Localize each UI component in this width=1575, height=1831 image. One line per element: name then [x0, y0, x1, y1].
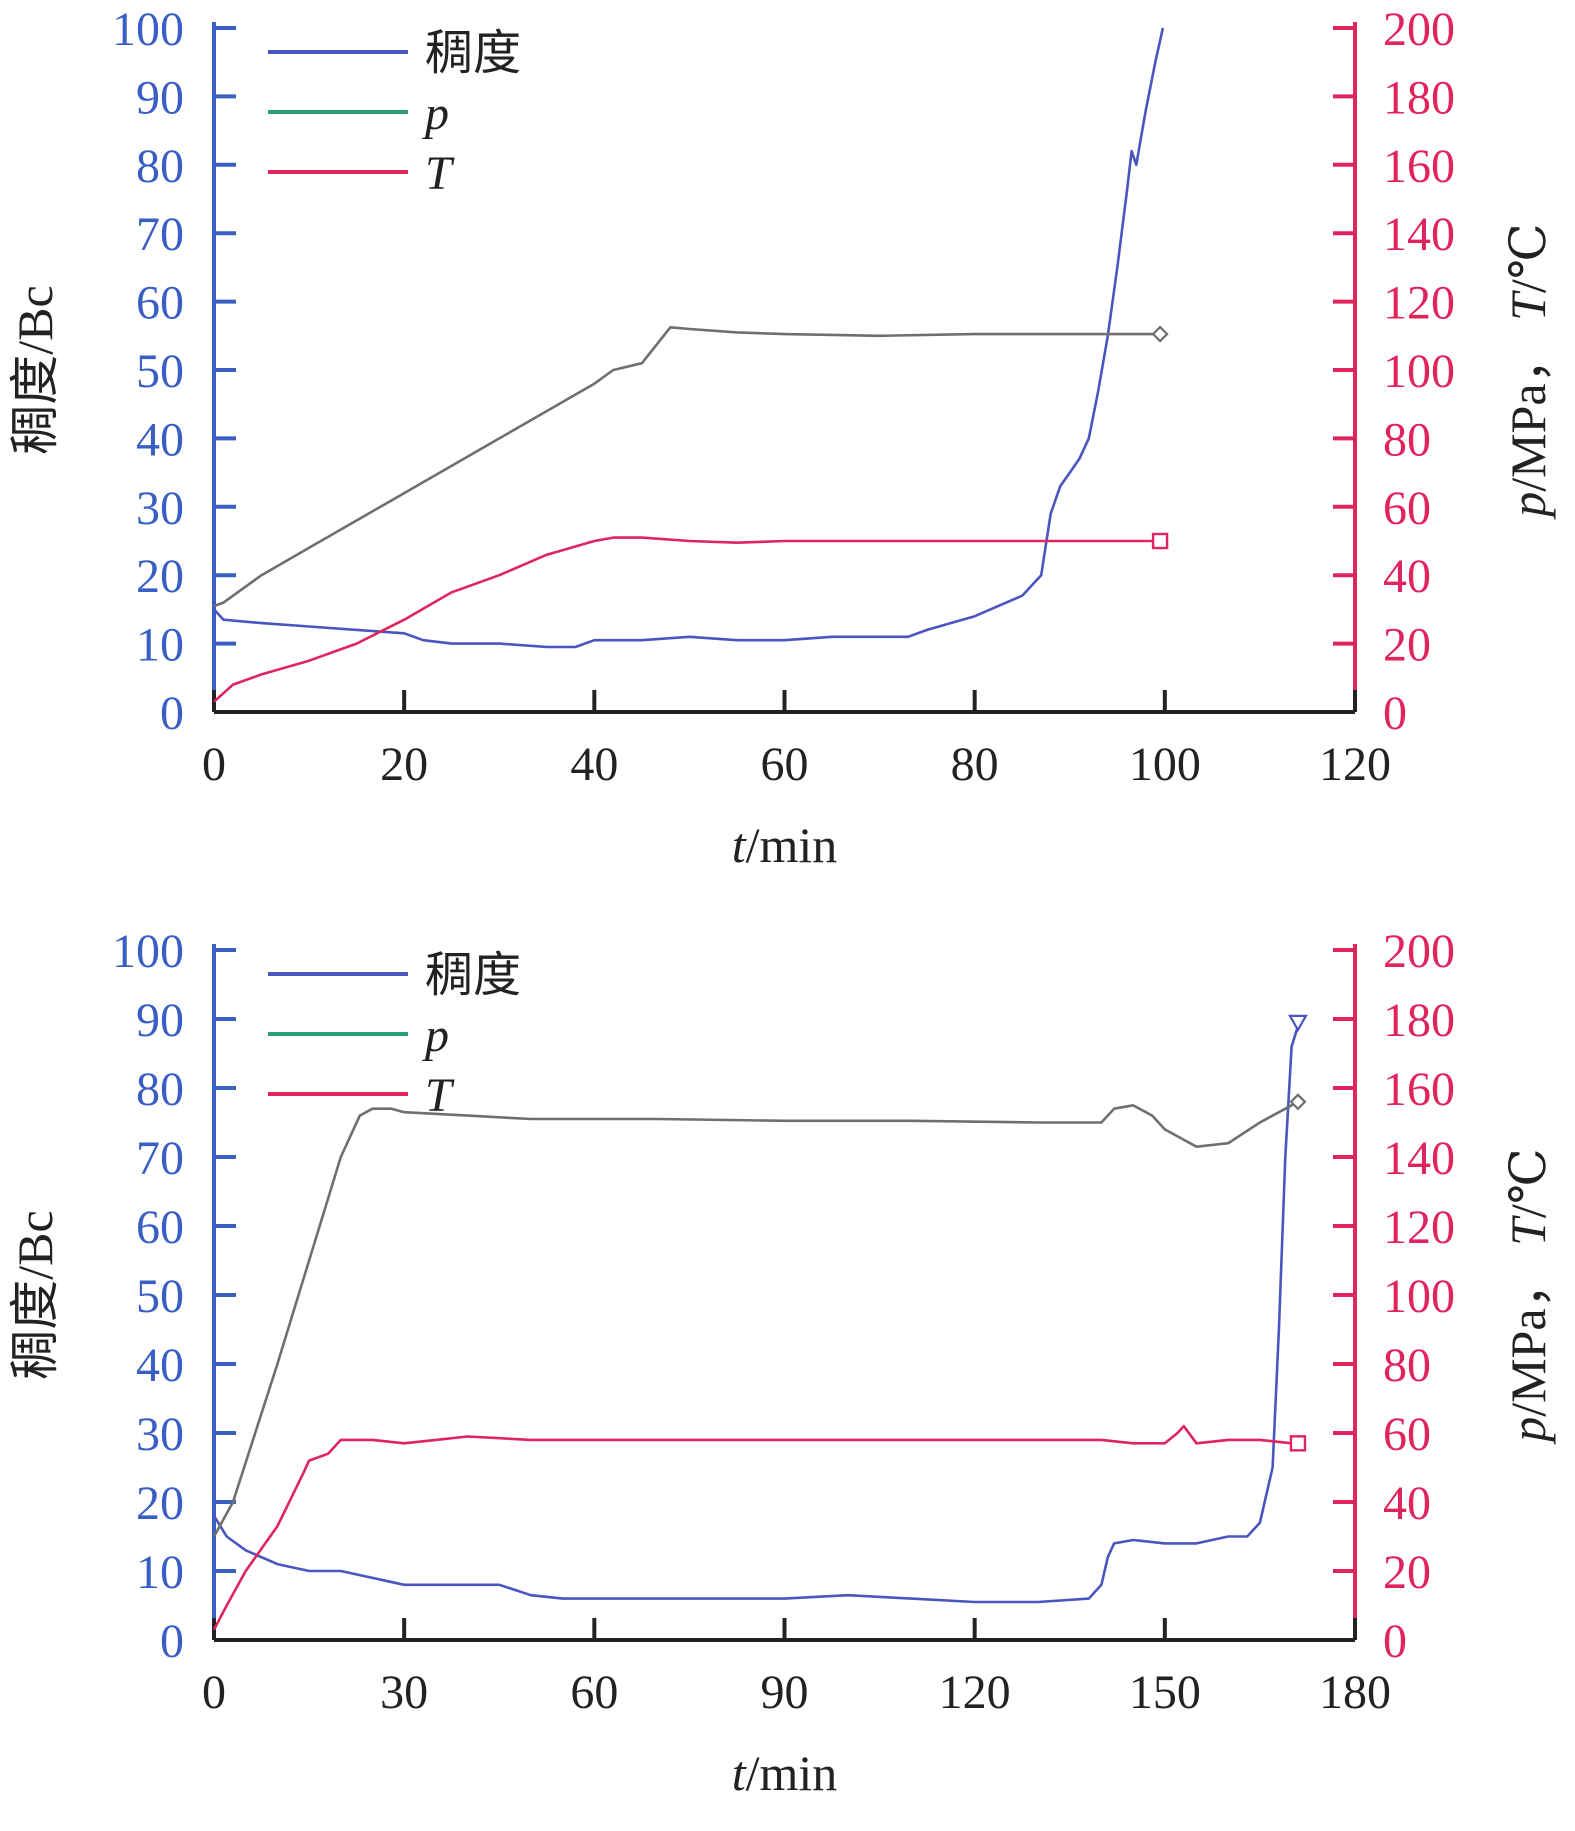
x-tick-label: 150: [1129, 1666, 1201, 1719]
left-y-tick-label: 70: [136, 1132, 184, 1185]
end-marker-triangle: [1288, 1014, 1308, 1033]
right-y-tick-label: 180: [1383, 71, 1455, 124]
left-y-tick-label: 40: [136, 413, 184, 466]
left-y-tick-label: 100: [112, 3, 184, 56]
x-tick-label: 80: [951, 738, 999, 791]
legend-label: 稠度: [425, 949, 521, 1002]
legend-label: 稠度: [425, 27, 521, 80]
legend: 稠度 pT: [268, 949, 521, 1122]
legend-label: T: [425, 1069, 455, 1122]
right-y-tick-label: 20: [1383, 1546, 1431, 1599]
right-y-tick-label: 140: [1383, 1132, 1455, 1185]
series-line-2: [213, 325, 1161, 608]
legend: 稠度 pT: [268, 27, 521, 200]
left-y-tick-label: 20: [136, 550, 184, 603]
right-y-tick-label: 60: [1383, 1408, 1431, 1461]
left-y-tick-label: 70: [136, 208, 184, 261]
left-y-tick-label: 50: [136, 1270, 184, 1323]
series-line-1: [213, 27, 1165, 649]
x-tick-label: 100: [1129, 738, 1201, 791]
left-y-tick-label: 50: [136, 345, 184, 398]
right-y-tick-label: 100: [1383, 1270, 1455, 1323]
x-tick-label: 120: [1319, 738, 1391, 791]
right-y-tick-label: 160: [1383, 1063, 1455, 1116]
right-y-tick-label: 20: [1383, 619, 1431, 672]
end-marker-square: [1289, 1435, 1307, 1452]
end-marker-diamond: [1151, 325, 1169, 343]
right-y-tick-label: 180: [1383, 994, 1455, 1047]
left-y-tick-label: 10: [136, 1546, 184, 1599]
left-y-tick-label: 100: [112, 925, 184, 978]
x-axis-title: t/min: [732, 817, 838, 873]
left-y-axis-title: 稠度/Bc: [7, 1210, 63, 1379]
left-y-tick-label: 90: [136, 71, 184, 124]
x-tick-label: 120: [939, 1666, 1011, 1719]
left-y-tick-label: 30: [136, 482, 184, 535]
x-tick-label: 180: [1319, 1666, 1391, 1719]
right-y-tick-label: 200: [1383, 3, 1455, 56]
legend-label: p: [422, 1009, 449, 1062]
chart-panel-1: 0 10 20 30 40 50 60 70 80 90 100 0 20 40 60 80 100 120 140…: [7, 3, 1556, 873]
right-y-tick-label: 80: [1383, 1339, 1431, 1392]
series-line-2: [212, 1100, 1299, 1538]
left-y-axis-title: 稠度/Bc: [7, 285, 63, 454]
x-tick-label: 0: [202, 738, 226, 791]
legend-label: T: [425, 147, 455, 200]
left-y-tick-label: 30: [136, 1408, 184, 1461]
right-y-tick-label: 40: [1383, 550, 1431, 603]
series-line-1: [212, 1025, 1300, 1604]
right-y-tick-label: 140: [1383, 208, 1455, 261]
left-y-tick-label: 60: [136, 1201, 184, 1254]
right-y-tick-label: 100: [1383, 345, 1455, 398]
left-y-tick-label: 60: [136, 277, 184, 330]
x-tick-label: 20: [380, 738, 428, 791]
right-y-tick-label: 120: [1383, 1201, 1455, 1254]
left-y-tick-label: 20: [136, 1477, 184, 1530]
x-tick-label: 0: [202, 1666, 226, 1719]
right-y-axis-title: p/MPa， T/℃: [1500, 223, 1556, 520]
right-y-axis-title: p/MPa， T/℃: [1500, 1148, 1556, 1445]
legend-label: p: [422, 87, 449, 140]
x-axis-title: t/min: [732, 1745, 838, 1801]
x-tick-label: 60: [761, 738, 809, 791]
right-y-tick-label: 60: [1383, 482, 1431, 535]
left-y-tick-label: 80: [136, 1063, 184, 1116]
right-y-tick-label: 0: [1383, 687, 1407, 740]
left-y-tick-label: 90: [136, 994, 184, 1047]
x-tick-label: 40: [570, 738, 618, 791]
left-y-tick-label: 0: [160, 687, 184, 740]
left-y-tick-label: 10: [136, 619, 184, 672]
end-marker-square: [1151, 532, 1169, 550]
right-y-tick-label: 80: [1383, 413, 1431, 466]
right-y-tick-label: 40: [1383, 1477, 1431, 1530]
left-y-tick-label: 80: [136, 140, 184, 193]
series-line-3: [212, 1424, 1298, 1631]
right-y-tick-label: 120: [1383, 277, 1455, 330]
series-line-3: [213, 536, 1161, 703]
chart-panel-2: 0 10 20 30 40 50 60 70 80 90 100 0 20 40 60 80 100 120 140…: [7, 925, 1556, 1801]
x-tick-label: 90: [761, 1666, 809, 1719]
x-tick-label: 30: [380, 1666, 428, 1719]
left-y-tick-label: 40: [136, 1339, 184, 1392]
end-marker-diamond: [1289, 1093, 1307, 1111]
x-tick-label: 60: [570, 1666, 618, 1719]
left-y-tick-label: 0: [160, 1615, 184, 1668]
right-y-tick-label: 200: [1383, 925, 1455, 978]
right-y-tick-label: 160: [1383, 140, 1455, 193]
right-y-tick-label: 0: [1383, 1615, 1407, 1668]
